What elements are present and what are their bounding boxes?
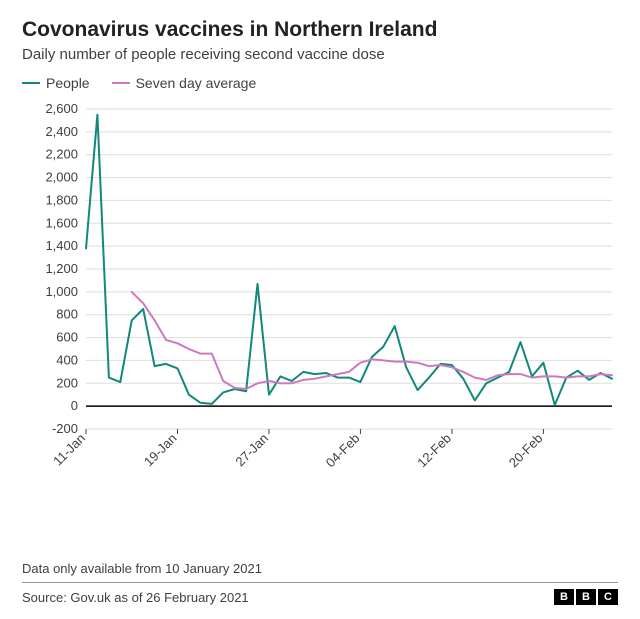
svg-text:2,600: 2,600	[45, 101, 78, 116]
svg-text:04-Feb: 04-Feb	[323, 431, 363, 471]
svg-text:600: 600	[56, 330, 78, 345]
svg-text:2,400: 2,400	[45, 124, 78, 139]
svg-text:200: 200	[56, 375, 78, 390]
chart-area: -20002004006008001,0001,2001,4001,6001,8…	[22, 99, 618, 509]
svg-text:1,000: 1,000	[45, 284, 78, 299]
footer-note: Data only available from 10 January 2021	[22, 561, 618, 576]
legend-swatch-avg	[112, 82, 130, 84]
svg-text:27-Jan: 27-Jan	[232, 431, 271, 470]
svg-text:19-Jan: 19-Jan	[141, 431, 180, 470]
brand-block: B	[554, 589, 574, 605]
brand-block: B	[576, 589, 596, 605]
legend-item-avg: Seven day average	[112, 75, 257, 91]
svg-text:2,000: 2,000	[45, 170, 78, 185]
chart-title: Covonavirus vaccines in Northern Ireland	[22, 18, 618, 42]
brand-logo: BBC	[554, 589, 618, 605]
svg-text:2,200: 2,200	[45, 147, 78, 162]
legend-label-people: People	[46, 75, 90, 91]
legend-swatch-people	[22, 82, 40, 84]
svg-text:0: 0	[71, 398, 78, 413]
svg-text:11-Jan: 11-Jan	[50, 431, 88, 469]
svg-text:1,800: 1,800	[45, 192, 78, 207]
legend: People Seven day average	[22, 75, 618, 91]
svg-text:400: 400	[56, 352, 78, 367]
svg-text:20-Feb: 20-Feb	[506, 431, 546, 471]
legend-label-avg: Seven day average	[136, 75, 257, 91]
footer-divider	[22, 582, 618, 583]
brand-block: C	[598, 589, 618, 605]
svg-text:1,200: 1,200	[45, 261, 78, 276]
svg-text:12-Feb: 12-Feb	[414, 431, 454, 471]
legend-item-people: People	[22, 75, 90, 91]
svg-text:1,600: 1,600	[45, 215, 78, 230]
svg-text:1,400: 1,400	[45, 238, 78, 253]
footer: Data only available from 10 January 2021…	[22, 561, 618, 605]
footer-source: Source: Gov.uk as of 26 February 2021	[22, 590, 249, 605]
line-chart: -20002004006008001,0001,2001,4001,6001,8…	[22, 99, 618, 509]
svg-text:800: 800	[56, 307, 78, 322]
chart-subtitle: Daily number of people receiving second …	[22, 46, 618, 63]
